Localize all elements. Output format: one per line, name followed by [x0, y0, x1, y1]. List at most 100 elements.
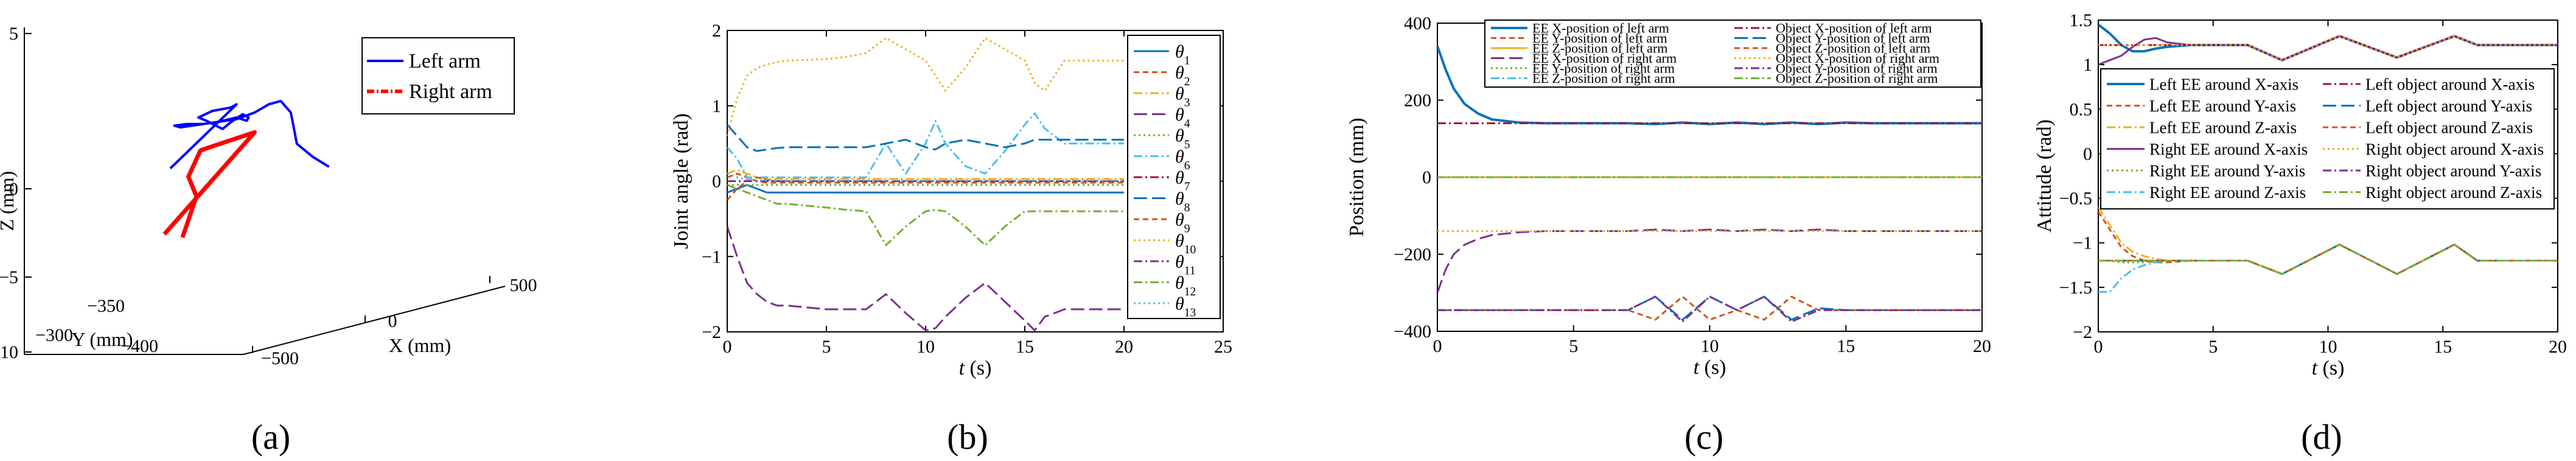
legend-label-7: θ7 — [1175, 168, 1190, 194]
y-tick-label: −400 — [1394, 322, 1431, 342]
series-group — [727, 37, 1124, 331]
y-tick-label: 2 — [712, 21, 721, 41]
series-line-10 — [2098, 35, 2558, 62]
legend-label-12: Right object around Z-axis — [2365, 183, 2542, 202]
y-tick-label: 1 — [2083, 55, 2092, 75]
legend-box — [1484, 19, 1981, 88]
y-tick-label: −200 — [1394, 245, 1431, 265]
legend-label-4: Right EE around X-axis — [2149, 140, 2308, 158]
x-tick-label: 5 — [1569, 336, 1578, 356]
legend-label-9: θ9 — [1175, 210, 1190, 236]
series-line-3 — [727, 169, 1124, 180]
legend-label-10: θ10 — [1175, 231, 1196, 256]
legend-label-5: EE Y-position of right arm — [1532, 61, 1675, 76]
y-tick-label: −0.5 — [2059, 189, 2092, 209]
x-tick-label: 20 — [1973, 336, 1991, 356]
y-tick-label: −2 — [702, 322, 721, 342]
legend-label-10: Object X-position of right arm — [1776, 51, 1939, 66]
series-line-1 — [727, 184, 1124, 194]
y-tick-label: 0 — [2083, 144, 2092, 164]
legend-label-11: Object Y-position of right arm — [1776, 61, 1938, 76]
series-group — [1437, 46, 1982, 323]
z-tick-label: 0 — [9, 179, 18, 199]
series-line-1 — [169, 99, 330, 170]
subfigure-caption: (d) — [2301, 417, 2342, 457]
series-line-4 — [727, 226, 1124, 331]
legend-box — [2100, 68, 2555, 209]
series-line-9 — [1437, 295, 1982, 321]
legend-label-12: θ12 — [1175, 273, 1196, 298]
legend-label-1: Left arm — [409, 50, 481, 72]
x-axis-label: t (s) — [2312, 357, 2345, 379]
series-line-13 — [727, 172, 1124, 181]
y-axis-label: Position (mm) — [1346, 118, 1368, 237]
y-tick-label: 200 — [1404, 91, 1431, 111]
x-tick-label: 20 — [1115, 337, 1133, 357]
legend-label-1: θ1 — [1175, 42, 1190, 68]
legend-label-13: θ13 — [1175, 294, 1196, 320]
series-line-3 — [2098, 206, 2558, 275]
y-tick-label: −1 — [702, 247, 721, 267]
y-tick-label: 400 — [1404, 13, 1431, 33]
legend-label-11: θ11 — [1175, 252, 1196, 278]
y-tick-label: 1 — [712, 96, 721, 116]
chart-b: 0 5 10 15 20 25 −2 −1 0 1 2 t (s) Joint angle (rad) (… — [670, 21, 1232, 457]
series-line-11 — [1437, 295, 1982, 323]
legend-label-2: Right arm — [409, 80, 492, 103]
z-tick-label: −5 — [0, 267, 18, 287]
legend-label-2: θ2 — [1175, 63, 1190, 88]
x-axis-label: t (s) — [959, 357, 992, 379]
x-axis-label: t (s) — [1694, 356, 1726, 379]
series-line-10 — [727, 37, 1124, 136]
x-tick-label: 25 — [1214, 337, 1232, 357]
legend-label-3: Left EE around Z-axis — [2149, 118, 2297, 136]
y-tick-label: −1 — [2073, 233, 2092, 253]
y-tick-label: 0.5 — [2070, 99, 2093, 119]
y-tick-label: −400 — [120, 336, 158, 356]
x-tick-label: 0 — [2094, 337, 2103, 357]
y-axis-label: Joint angle (rad) — [670, 113, 693, 249]
chart-c: 0 5 10 15 20 −400 −200 0 200 400 t (s) Position (mm… — [1346, 13, 1991, 457]
y-tick-label: −300 — [35, 325, 73, 345]
subfigure-caption: (c) — [1684, 417, 1723, 457]
legend-label-2: Left EE around Y-axis — [2149, 97, 2296, 115]
legend-box — [1127, 35, 1221, 319]
series-line-4 — [1437, 228, 1982, 294]
series-line-9 — [2098, 244, 2558, 275]
x-tick-label: 10 — [1701, 336, 1719, 356]
legend-label-10: Right object around X-axis — [2365, 140, 2544, 158]
z-axis-label: Z (mm) — [0, 171, 18, 231]
legend-label-1: Left EE around X-axis — [2149, 75, 2299, 93]
legend-label-2: EE Y-position of left arm — [1532, 30, 1667, 46]
y-tick-label: −350 — [87, 296, 125, 316]
x-tick-label: 15 — [2434, 337, 2452, 357]
series-line-8 — [2098, 244, 2558, 275]
series-line-2 — [727, 172, 1124, 184]
x-tick-label: 15 — [1016, 337, 1034, 357]
z-tick-label: −10 — [0, 342, 18, 362]
x-tick-label: 15 — [1837, 336, 1855, 356]
x-axis-line — [243, 286, 506, 355]
legend-label-11: Right object around Y-axis — [2365, 161, 2541, 180]
series-line-6 — [727, 112, 1124, 178]
legend-label-3: θ3 — [1175, 84, 1190, 110]
series-line-6 — [2098, 244, 2558, 293]
legend: Left arm Right arm — [361, 37, 515, 114]
legend-label-1: EE X-position of left arm — [1532, 21, 1669, 36]
y-tick-label: 1.5 — [2070, 10, 2093, 30]
chart-d: 0 5 10 15 20 −2 −1.5 −1 −0.5 0 0.5 1 1.5 t (s) Attitud… — [2033, 10, 2567, 457]
subfigure-caption: (a) — [251, 417, 290, 457]
x-tick-label: 5 — [822, 337, 831, 357]
x-axis-label: X (mm) — [389, 334, 451, 356]
x-tick-label: 10 — [2319, 337, 2337, 357]
legend-label-6: θ6 — [1175, 147, 1190, 172]
legend-label-9: Object Z-position of left arm — [1776, 41, 1930, 56]
legend-label-12: Object Z-position of right arm — [1776, 71, 1938, 86]
x-tick-label: 500 — [510, 275, 537, 295]
legend-label-7: Left object around X-axis — [2365, 75, 2535, 93]
y-tick-label: 0 — [1422, 167, 1431, 188]
legend-label-3: EE Z-position of left arm — [1532, 41, 1667, 56]
legend-label-4: θ4 — [1175, 105, 1190, 130]
